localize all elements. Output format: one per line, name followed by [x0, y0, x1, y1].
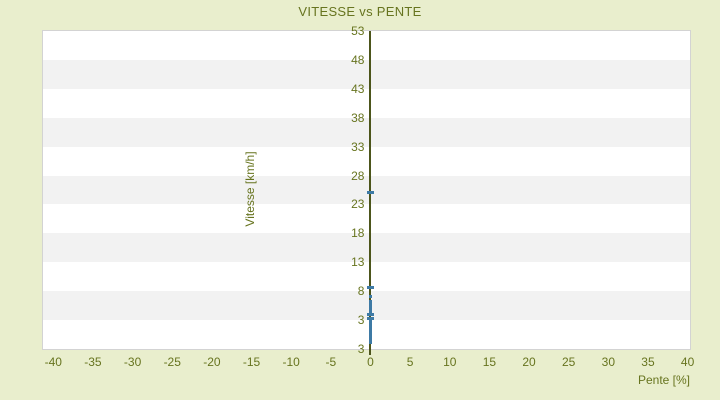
y-tick-label: 3 — [357, 313, 365, 328]
x-tick-label: -5 — [325, 355, 337, 369]
x-tick-label: -30 — [123, 355, 142, 369]
plot-band — [43, 175, 690, 205]
y-tick-label: 13 — [351, 255, 365, 270]
data-point — [368, 327, 372, 331]
plot-band — [43, 31, 690, 60]
x-tick-label: -10 — [282, 355, 300, 369]
x-tick-label: 25 — [562, 355, 576, 369]
data-point — [366, 313, 374, 317]
data-point — [368, 330, 372, 334]
plot-band — [43, 88, 690, 118]
x-tick-label: -25 — [163, 355, 181, 369]
data-point — [366, 191, 374, 195]
plot-band — [43, 59, 690, 89]
data-point — [368, 300, 372, 304]
y-tick-label: 33 — [351, 139, 365, 154]
x-tick-label: 40 — [680, 355, 695, 369]
x-tick-label: 0 — [367, 355, 374, 369]
x-tick-label: 15 — [482, 355, 497, 369]
plot-band — [43, 233, 690, 263]
plot-band — [43, 262, 690, 292]
plot-area — [42, 30, 691, 350]
x-tick-label: 5 — [406, 355, 414, 369]
y-tick-label: 38 — [351, 110, 365, 125]
plot-band — [43, 320, 690, 349]
data-point — [368, 341, 372, 345]
chart-title: VITESSE vs PENTE — [298, 4, 422, 19]
x-tick-label: 20 — [522, 355, 536, 369]
x-axis-title: Pente [%] — [637, 373, 690, 387]
data-point — [368, 311, 372, 315]
y-tick-label: 8 — [357, 284, 365, 299]
data-point — [368, 319, 372, 323]
y-tick-label: 23 — [351, 197, 365, 212]
plot-band — [43, 204, 690, 234]
x-tick-label: -40 — [44, 355, 62, 369]
x-tick-label: 10 — [443, 355, 457, 369]
y-tick-label: 18 — [351, 226, 365, 241]
data-point — [368, 302, 372, 306]
data-point — [368, 324, 372, 328]
y-tick-label: 48 — [351, 52, 365, 67]
x-tick-label: 35 — [641, 355, 655, 369]
data-point — [368, 335, 372, 339]
y-tick-label: 3 — [357, 342, 365, 356]
data-point — [366, 286, 374, 290]
y-tick-label: 28 — [351, 168, 365, 183]
data-point — [368, 308, 372, 312]
data-point — [368, 295, 372, 299]
y-tick-label: 43 — [351, 81, 365, 96]
plot-band — [43, 117, 690, 147]
x-tick-label: 30 — [601, 355, 615, 369]
y-tick-label: 53 — [351, 24, 365, 38]
data-point — [368, 333, 372, 337]
plot-band — [43, 146, 690, 176]
plot-band — [43, 291, 690, 321]
data-point — [368, 305, 372, 309]
x-tick-label: -15 — [242, 355, 261, 369]
x-tick-label: -35 — [84, 355, 102, 369]
data-point — [368, 338, 372, 342]
data-point — [368, 322, 372, 326]
data-point — [366, 317, 374, 321]
y-axis-title: Vitesse [km/h] — [243, 151, 258, 227]
x-tick-label: -20 — [203, 355, 221, 369]
